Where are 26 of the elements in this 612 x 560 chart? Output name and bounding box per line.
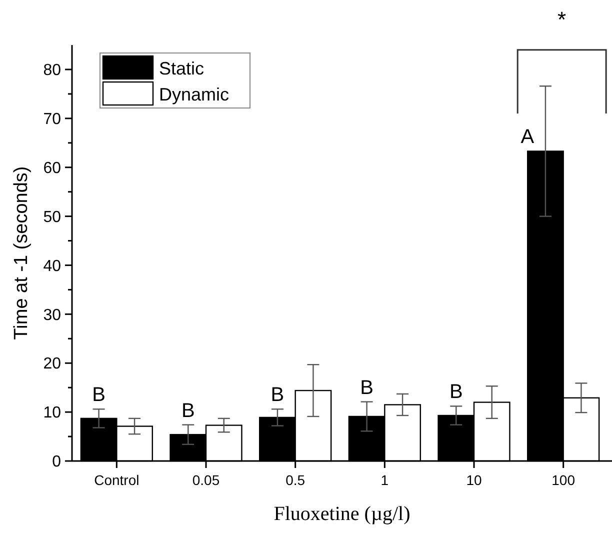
x-tick-label: 100 [552,472,576,488]
annotation: A [520,126,535,148]
legend-label: Static [159,58,204,78]
y-tick-label: 10 [43,404,62,422]
y-tick-label: 40 [43,258,62,275]
y-tick-label: 0 [52,454,62,471]
y-axis-title: Time at -1 (seconds) [11,166,32,340]
x-tick-label: 1 [380,472,389,488]
x-axis-title: Fluoxetine (µg/l) [274,503,410,525]
annotation: B [270,384,284,406]
legend-label: Dynamic [159,84,230,104]
x-tick-label: 0.5 [286,472,306,488]
annotation: B [92,384,106,406]
annotation: B [181,400,195,422]
y-tick-label: 20 [43,356,62,373]
y-tick-label: 50 [43,208,62,226]
annotation: B [360,376,374,399]
y-tick-label: 80 [43,62,62,80]
y-tick-label: 60 [43,160,62,177]
x-tick-label: 10 [466,472,482,488]
text: * [558,7,567,32]
x-tick-label: Control [94,472,140,488]
y-tick-label: 70 [43,111,62,128]
x-tick-label: 0.05 [192,472,220,488]
annotation: B [449,381,463,404]
y-tick-label: 30 [43,306,62,324]
